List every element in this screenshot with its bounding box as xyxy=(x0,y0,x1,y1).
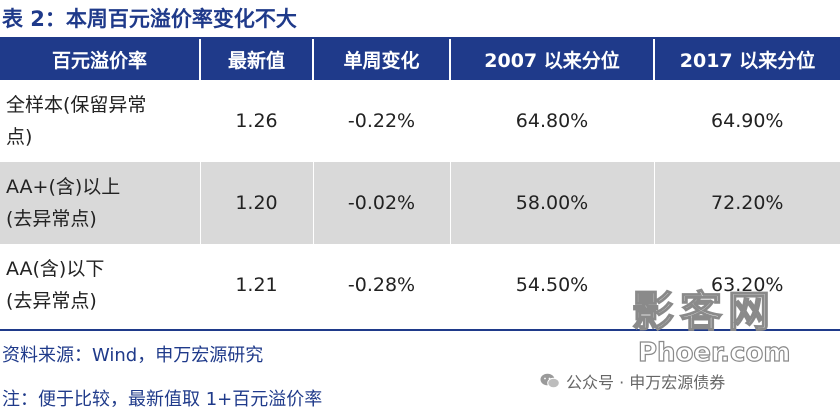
header-premium-rate: 百元溢价率 xyxy=(0,39,201,80)
cell-pct-2017: 72.20% xyxy=(654,162,840,244)
cell-weekly-change: -0.02% xyxy=(313,162,451,244)
cell-latest: 1.21 xyxy=(200,244,314,326)
table-row: AA(含)以下 (去异常点) 1.21 -0.28% 54.50% 63.20% xyxy=(0,244,840,326)
row-label: AA(含)以下 (去异常点) xyxy=(0,244,201,326)
row-label: AA+(含)以上 (去异常点) xyxy=(0,162,201,244)
table-header-row: 百元溢价率 最新值 单周变化 2007 以来分位 2017 以来分位 xyxy=(0,39,840,80)
table-row: 全样本(保留异常 点) 1.26 -0.22% 64.80% 64.90% xyxy=(0,80,840,162)
footnote: 注：便于比较，最新值取 1+百元溢价率 xyxy=(2,389,323,410)
cell-latest: 1.26 xyxy=(200,80,314,162)
watermark-url: Phoer.com xyxy=(637,337,791,368)
header-pct-2007: 2007 以来分位 xyxy=(450,39,655,80)
cell-pct-2007: 64.80% xyxy=(450,80,655,162)
cell-weekly-change: -0.22% xyxy=(313,80,451,162)
cell-pct-2017: 64.90% xyxy=(711,110,784,132)
table-row: AA+(含)以上 (去异常点) 1.20 -0.02% 58.00% 72.20… xyxy=(0,162,840,244)
table-title: 表 2：本周百元溢价率变化不大 xyxy=(2,7,297,31)
header-latest: 最新值 xyxy=(200,39,314,80)
header-pct-2017: 2017 以来分位 xyxy=(654,39,840,80)
row-label-line1: 全样本(保留异常 xyxy=(6,94,147,116)
row-label-line1: AA+(含)以上 xyxy=(6,176,121,198)
table-bottom-divider xyxy=(0,329,840,331)
watermark-wechat: 公众号 · 申万宏源债券 xyxy=(540,369,725,393)
row-label-line2: 点) xyxy=(6,126,33,148)
cell-pct-2017: 63.20% xyxy=(711,274,784,296)
header-weekly-change: 单周变化 xyxy=(313,39,451,80)
cell-latest: 1.20 xyxy=(200,162,314,244)
cell-weekly-change: -0.28% xyxy=(313,244,451,326)
row-label: 全样本(保留异常 点) xyxy=(0,80,201,162)
premium-rate-table: 百元溢价率 最新值 单周变化 2007 以来分位 2017 以来分位 全样本(保… xyxy=(0,39,840,326)
row-label-line1: AA(含)以下 xyxy=(6,258,105,280)
row-label-line2: (去异常点) xyxy=(6,208,97,230)
wechat-icon xyxy=(540,373,560,389)
row-label-line2: (去异常点) xyxy=(6,290,97,312)
cell-pct-2007: 54.50% xyxy=(450,244,655,326)
wechat-account-label: 公众号 · 申万宏源债券 xyxy=(566,373,726,392)
cell-pct-2007: 58.00% xyxy=(450,162,655,244)
title-divider xyxy=(0,37,840,39)
watermark-logo-text: 影客网 xyxy=(631,286,777,337)
source-note: 资料来源：Wind，申万宏源研究 xyxy=(2,345,264,366)
